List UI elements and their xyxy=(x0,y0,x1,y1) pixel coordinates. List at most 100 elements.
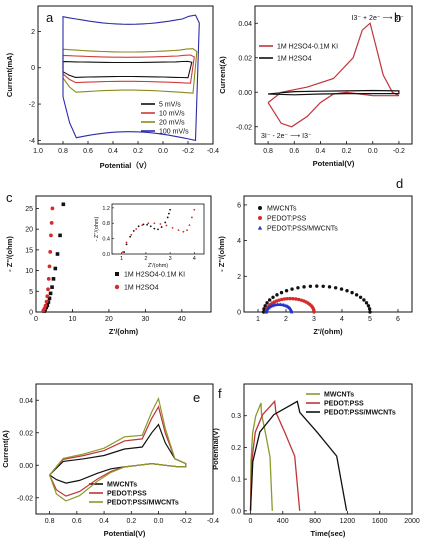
inset-point xyxy=(132,230,135,232)
inset-point xyxy=(146,223,149,226)
x-tick-label: 0 xyxy=(34,316,38,323)
nyquist-point xyxy=(277,298,281,302)
inset-x-tick-label: 3 xyxy=(169,256,172,262)
cv-curve-series-1 xyxy=(268,89,400,96)
nyquist-point xyxy=(263,304,267,308)
y-tick-label: -0.02 xyxy=(17,495,33,502)
x-tick-label: 1 xyxy=(256,316,260,323)
inset-point xyxy=(141,224,144,227)
legend-label: PEDOT:PSS/MWCNTs xyxy=(267,226,338,233)
legend-label: PEDOT:PSS/MWCNTs xyxy=(107,500,179,507)
nyquist-point xyxy=(296,297,301,302)
nyquist-point xyxy=(275,293,279,297)
legend-marker xyxy=(257,225,263,230)
x-axis-label: Z'/(ohm) xyxy=(109,327,139,336)
y-tick-label: 5 xyxy=(29,289,33,296)
inset-y-label: - Z''/(ohm) xyxy=(94,216,100,241)
y-tick-label: 2 xyxy=(31,29,35,36)
nyquist-point xyxy=(290,287,294,291)
x-axis-label: Potential(V) xyxy=(104,529,146,538)
x-tick-label: 800 xyxy=(309,518,321,525)
plot-frame xyxy=(35,383,214,515)
legend-label: 1M H2SO4 xyxy=(277,56,312,63)
plot-frame xyxy=(243,195,413,313)
panel-label: f xyxy=(218,386,222,401)
nyquist-point xyxy=(289,310,294,314)
legend-label: MWCNTs xyxy=(107,482,137,489)
panel-f: 0 400 800 1200 1600 2000 0.0 0.1 0.2 0.3 Time(sec)… xyxy=(211,383,420,538)
nyquist-point xyxy=(288,296,292,301)
cv-curve-series-2 xyxy=(62,48,198,94)
inset-point xyxy=(149,225,152,228)
x-tick-label: 2 xyxy=(284,316,288,323)
inset-point xyxy=(165,224,168,227)
nyquist-point xyxy=(58,233,62,238)
nyquist-point xyxy=(350,290,354,295)
y-tick-label: 0.00 xyxy=(238,90,252,97)
panel-label: d xyxy=(396,176,403,191)
inset-point xyxy=(190,216,193,219)
inset-x-tick-label: 4 xyxy=(193,256,196,262)
legend-label: 5 mV/s xyxy=(159,102,181,109)
x-tick-label: 0.2 xyxy=(342,148,352,155)
nyquist-point xyxy=(296,286,300,290)
oxidation-annotation: 3I⁻ - 2e⁻ ⟶ I3⁻ xyxy=(261,133,312,140)
reduction-annotation: I3⁻ + 2e⁻ ⟶ 3I⁻ xyxy=(352,15,405,22)
nyquist-point xyxy=(51,277,56,281)
x-tick-label: 0.4 xyxy=(316,148,326,155)
x-axis-label: Potential（V） xyxy=(100,160,152,170)
x-tick-label: 0.8 xyxy=(263,148,273,155)
x-tick-label: 0.8 xyxy=(45,518,55,525)
inset-y-tick-label: 1.2 xyxy=(102,206,110,212)
x-tick-label: 1600 xyxy=(372,518,388,525)
nyquist-point xyxy=(345,289,349,293)
y-tick-label: 0.04 xyxy=(19,398,33,405)
x-tick-label: 0.8 xyxy=(58,148,68,155)
nyquist-point xyxy=(55,252,60,256)
cv-curve-series-0 xyxy=(62,60,193,79)
panel-c: 0 10 20 30 40 0 5 10 15 20 25 Z'/(ohm) - Z''/(ohm) c 1… xyxy=(5,190,212,336)
y-tick-label: 0.02 xyxy=(19,430,33,437)
y-tick-label: 0.0 xyxy=(231,508,241,515)
panel-a: 1.00.80.60.40.20.0-0.2-0.4420-2-4Potenti… xyxy=(5,5,219,170)
inset-y-tick-label: 0.4 xyxy=(102,237,110,243)
legend-label: PEDOT:PSS xyxy=(324,401,364,408)
x-tick-label: 4 xyxy=(340,316,344,323)
y-tick-label: 0 xyxy=(29,310,33,317)
nyquist-point xyxy=(42,306,47,311)
x-tick-label: -0.2 xyxy=(182,148,194,155)
panel-b: 0.8 0.6 0.4 0.2 0.0 -0.2 0.04 0.02 0.00 -0.02 Pote… xyxy=(218,5,413,168)
legend-label: 1M H2SO4 xyxy=(124,285,159,292)
inset-point xyxy=(153,222,156,225)
y-tick-label: 15 xyxy=(25,247,33,254)
x-tick-label: 6 xyxy=(396,316,400,323)
nyquist-point xyxy=(368,310,372,314)
panel-d: 1 2 3 4 5 6 0 2 4 6 Z'/(ohm) - Z''/(ohm) d MWCNTs PEDO… xyxy=(217,176,413,336)
legend-label: 1M H2SO4-0.1M KI xyxy=(124,272,185,279)
x-tick-label: 0.2 xyxy=(126,518,136,525)
nyquist-point xyxy=(354,293,359,297)
inset-point xyxy=(135,228,138,230)
nyquist-point xyxy=(50,285,54,289)
cv-curve-series-2 xyxy=(49,396,187,502)
inset-point xyxy=(153,227,156,230)
nyquist-point xyxy=(265,301,269,305)
y-tick-label: 0.3 xyxy=(231,413,241,420)
y-tick-label: 25 xyxy=(25,206,33,213)
x-tick-label: 0.2 xyxy=(133,148,143,155)
inset-point xyxy=(167,212,170,215)
inset-plot: 1 2 3 4 0.0 0.4 0.8 1.2 Z'/(ohm) - Z''/(ohm) xyxy=(94,203,205,269)
y-tick-label: 0.00 xyxy=(19,463,33,470)
nyquist-point xyxy=(358,295,363,300)
y-tick-label: 0 xyxy=(31,65,35,72)
x-tick-label: 40 xyxy=(178,316,186,323)
legend-label: MWCNTs xyxy=(267,206,297,213)
y-tick-label: 0 xyxy=(237,310,241,317)
x-axis-label: Z'/(ohm) xyxy=(313,327,343,336)
inset-point xyxy=(193,208,196,211)
nyquist-point xyxy=(333,286,338,290)
nyquist-point xyxy=(46,276,51,281)
legend-marker xyxy=(258,206,262,210)
nyquist-point xyxy=(367,307,372,311)
